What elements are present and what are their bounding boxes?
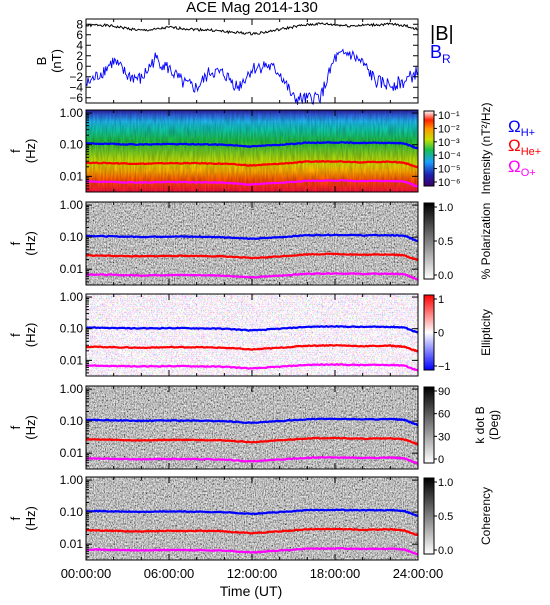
colorbar-tick-label: 0.5 [438, 511, 453, 523]
colorbar [424, 295, 434, 370]
panel-5-wave-normal-angle: 1.00 0.10 0.01 f(Hz) 90 60 30 0 k dot B(Deg) [8, 382, 501, 469]
colorbar-label: Coherency [479, 487, 493, 545]
colorbar-tick-label: 90 [438, 386, 450, 398]
y-tick-label: 0.01 [60, 353, 84, 367]
y-tick-label: 0.01 [60, 537, 84, 551]
colorbar-label: Intensity (nT²/Hz) [479, 102, 493, 194]
y-tick-label: 1.00 [60, 382, 84, 396]
colorbar-tick-label: 0.5 [438, 236, 453, 248]
x-tick-label: 06:00:00 [144, 566, 195, 581]
panel-y-label: f(Hz) [8, 506, 38, 531]
colorbar [424, 111, 434, 186]
series-line-b-r [86, 50, 418, 105]
colorbar-tick-label: 10⁻⁶ [438, 177, 461, 189]
y-tick-label: 0.01 [60, 446, 84, 460]
panel-6-coherency: 1.00 0.10 0.01 f(Hz) 1.0 0.5 0.0 Coherency [8, 473, 493, 560]
colorbar-tick-label: 10⁻⁵ [438, 164, 461, 176]
y-tick-label: 0.01 [60, 262, 84, 276]
x-axis-label: Time (UT) [220, 583, 282, 599]
colorbar-label: % Polarization [479, 203, 493, 280]
colorbar [424, 478, 434, 554]
y-tick-label: 8 [76, 17, 83, 31]
colorbar [424, 203, 434, 279]
panel-y-label: f(Hz) [8, 415, 38, 440]
colorbar-tick-label: 0 [438, 454, 444, 466]
colorbar-tick-label: 1 [438, 294, 444, 306]
panel-1-frame [86, 19, 418, 103]
spectrogram-image [86, 386, 418, 469]
colorbar-tick-label: 10⁻⁴ [438, 150, 461, 162]
y-tick-label: 1.00 [60, 290, 84, 304]
colorbar-tick-label: 1.0 [438, 202, 453, 214]
colorbar-label: Ellipticity [479, 309, 493, 356]
panel-y-label: f(Hz) [8, 139, 38, 164]
panel-2-intensity: 1.00 0.10 0.01 f(Hz) 10⁻¹10⁻² 10⁻³10⁻⁴ 10⁻⁵10⁻… [8, 102, 541, 194]
colorbar-tick-label: −1 [438, 361, 451, 373]
colorbar-tick-label: 10⁻² [438, 123, 460, 135]
x-tick-label: 24:00:00 [393, 566, 444, 581]
y-tick-label: 0.10 [60, 230, 84, 244]
figure-title: ACE Mag 2014-130 [186, 0, 318, 16]
colorbar-tick-label: 0.0 [438, 270, 453, 282]
y-tick-label: 0.10 [60, 138, 84, 152]
spectrogram-image [86, 477, 418, 560]
panel-1-y-label: B(nT) [34, 49, 64, 73]
spectrogram-image [86, 294, 418, 376]
colorbar-tick-label: 1.0 [438, 477, 453, 489]
panel-3-polarization: 1.00 0.10 0.01 f(Hz) 1.0 0.5 0.0 % Polarization [8, 198, 493, 285]
colorbar-tick-label: 0 [438, 328, 444, 340]
y-tick-label: 0.10 [60, 322, 84, 336]
panel-4-ellipticity: 1.00 0.10 0.01 f(Hz) 1 0 −1 Ellipticity [8, 290, 493, 376]
colorbar-tick-label: 30 [438, 431, 450, 443]
x-tick-label: 12:00:00 [227, 566, 278, 581]
y-tick-label: 0.10 [60, 505, 84, 519]
colorbar-tick-label: 10⁻³ [438, 137, 460, 149]
legend-omega-oplus: ΩO+ [508, 157, 536, 179]
panel-y-label: f(Hz) [8, 323, 38, 348]
colorbar-label: k dot B(Deg) [473, 406, 501, 443]
colorbar-tick-label: 0.0 [438, 545, 453, 557]
y-tick-label: 1.00 [60, 473, 84, 487]
spectrogram-image [86, 202, 418, 285]
y-tick-label: 0.01 [60, 169, 84, 183]
y-tick-label: 0.10 [60, 414, 84, 428]
legend-omega-heplus: ΩHe+ [508, 136, 541, 158]
colorbar [424, 387, 434, 463]
legend-b-r: BR [430, 42, 451, 66]
colorbar-tick-label: 10⁻¹ [438, 110, 460, 122]
y-tick-label: 1.00 [60, 106, 84, 120]
spectrogram-texture [86, 110, 418, 192]
panel-y-label: f(Hz) [8, 231, 38, 256]
colorbar-tick-label: 60 [438, 409, 450, 421]
x-tick-label: 00:00:00 [61, 566, 112, 581]
y-tick-label: 1.00 [60, 198, 84, 212]
x-tick-label: 18:00:00 [310, 566, 361, 581]
